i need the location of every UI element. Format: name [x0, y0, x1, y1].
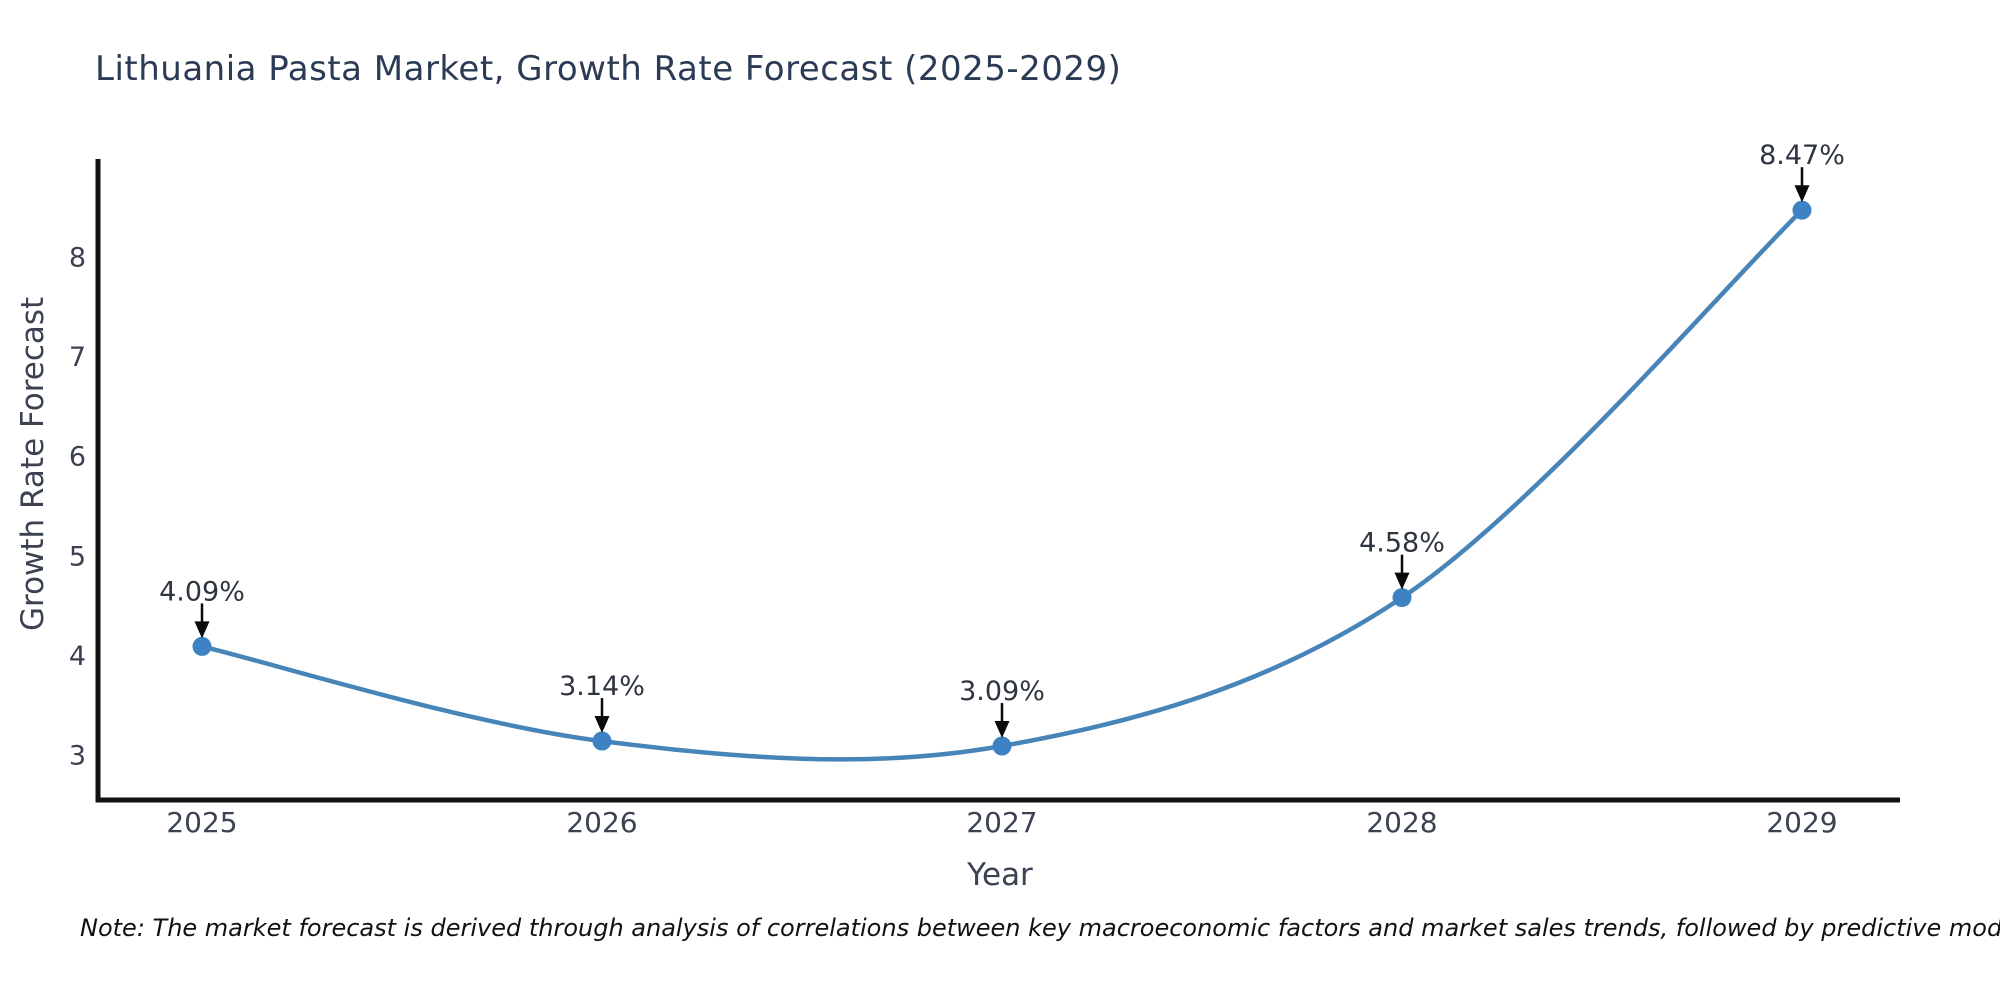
data-point-2028: [1392, 588, 1412, 608]
chart-title: Lithuania Pasta Market, Growth Rate Fore…: [95, 49, 1122, 89]
annotation-label: 4.09%: [159, 576, 245, 607]
annotation-arrow-head: [194, 621, 210, 639]
annotation-arrow-head: [1794, 185, 1810, 203]
annotation-label: 4.58%: [1359, 528, 1445, 559]
annotation-label: 3.09%: [959, 676, 1045, 707]
y-axis-title: Growth Rate Forecast: [15, 296, 51, 631]
data-point-2029: [1792, 200, 1812, 220]
annotation-label: 8.47%: [1759, 140, 1845, 171]
data-point-2025: [192, 636, 212, 656]
y-tick-label: 3: [69, 741, 86, 772]
y-tick-label: 5: [69, 541, 86, 572]
data-point-2027: [992, 736, 1012, 756]
y-tick-label: 8: [69, 243, 86, 274]
annotation-arrow-head: [1394, 572, 1410, 590]
annotation-arrow-head: [994, 721, 1010, 739]
x-tick-label: 2025: [166, 806, 237, 839]
forecast-line: [199, 207, 1805, 762]
y-tick-label: 6: [69, 442, 86, 473]
footnote: Note: The market forecast is derived thr…: [80, 914, 2000, 942]
x-axis-title: Year: [967, 857, 1033, 893]
data-point-2026: [592, 731, 612, 751]
x-tick-label: 2027: [966, 806, 1037, 839]
x-tick-label: 2026: [566, 806, 637, 839]
annotation-arrow-head: [594, 716, 610, 734]
y-tick-label: 4: [69, 641, 86, 672]
y-tick-label: 7: [69, 342, 86, 373]
x-tick-label: 2029: [1766, 806, 1837, 839]
annotation-label: 3.14%: [559, 671, 645, 702]
x-tick-label: 2028: [1366, 806, 1437, 839]
